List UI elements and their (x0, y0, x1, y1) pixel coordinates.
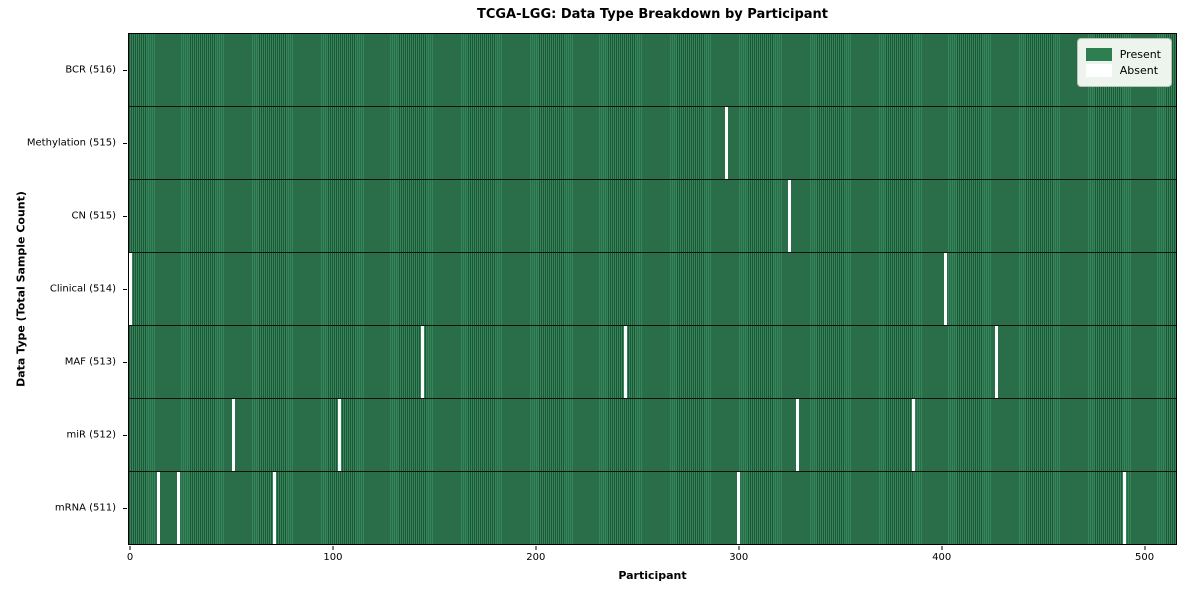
x-axis-label: Participant (618, 569, 687, 582)
heatmap-row-mRNA (129, 471, 1176, 544)
xtick-label-400: 400 (932, 552, 952, 563)
xtick-label-500: 500 (1135, 552, 1155, 563)
heatmap-row-MAF (129, 325, 1176, 398)
ytick-label-mRNA: mRNA (511) (54, 502, 116, 514)
absent-marker-miR-329 (796, 399, 800, 471)
ytick-label-CN: CN (515) (71, 210, 116, 222)
ytick-mark (123, 507, 127, 509)
xtick-mark (738, 546, 740, 550)
absent-marker-miR-386 (911, 399, 915, 471)
absent-marker-mRNA-14 (156, 472, 160, 544)
legend-item-absent: Absent (1085, 64, 1161, 77)
absent-label: Absent (1119, 64, 1159, 77)
present-label: Present (1119, 48, 1161, 61)
ytick-mark (123, 361, 127, 363)
y-axis: BCR (516) Methylation (515) CN (515) Clinic… (0, 33, 128, 545)
plot-area (128, 33, 1177, 545)
ytick-label-MAF: MAF (513) (64, 356, 116, 368)
absent-marker-MAF-427 (994, 326, 998, 398)
absent-marker-CN-325 (787, 180, 791, 252)
ytick-label-miR: miR (512) (66, 429, 116, 441)
absent-marker-mRNA-490 (1122, 472, 1126, 544)
xtick-label-300: 300 (729, 552, 749, 563)
absent-marker-mRNA-24 (177, 472, 181, 544)
present-swatch (1085, 48, 1112, 61)
chart-title: TCGA-LGG: Data Type Breakdown by Partici… (476, 7, 829, 22)
absent-marker-Clinical-0 (129, 253, 132, 325)
ytick-label-Methylation: Methylation (515) (26, 137, 116, 149)
ytick-label-Clinical: Clinical (514) (49, 283, 116, 295)
xtick-label-100: 100 (323, 552, 343, 563)
xtick-mark (129, 546, 131, 550)
xtick-label-0: 0 (126, 552, 134, 563)
legend-item-present: Present (1085, 48, 1161, 61)
absent-marker-Clinical-402 (944, 253, 948, 325)
ytick-mark (123, 70, 127, 72)
heatmap-row-miR (129, 398, 1176, 471)
ytick-mark (123, 289, 127, 290)
absent-marker-MAF-144 (420, 326, 424, 398)
heatmap-row-BCR (129, 34, 1176, 106)
ytick-label-BCR: BCR (516) (65, 64, 116, 76)
absent-marker-Methylation-294 (725, 107, 729, 179)
legend: Present Absent (1076, 38, 1172, 87)
ytick-mark (123, 216, 127, 218)
absent-marker-mRNA-71 (272, 472, 276, 544)
ytick-mark (123, 143, 127, 145)
xtick-label-200: 200 (526, 552, 546, 563)
absent-marker-miR-103 (337, 399, 341, 471)
xtick-mark (332, 546, 334, 550)
absent-marker-MAF-244 (623, 326, 627, 398)
heatmap-row-Clinical (129, 252, 1176, 325)
xtick-mark (941, 546, 943, 550)
heatmap-row-CN (129, 179, 1176, 252)
absent-marker-mRNA-300 (737, 472, 741, 544)
xtick-mark (1144, 546, 1146, 550)
ytick-mark (123, 434, 127, 436)
absent-marker-miR-51 (231, 399, 235, 471)
absent-swatch (1085, 64, 1112, 77)
xtick-mark (535, 546, 537, 550)
heatmap-row-Methylation (129, 106, 1176, 179)
x-axis: 0 100 200 300 400 500 (126, 546, 1177, 570)
